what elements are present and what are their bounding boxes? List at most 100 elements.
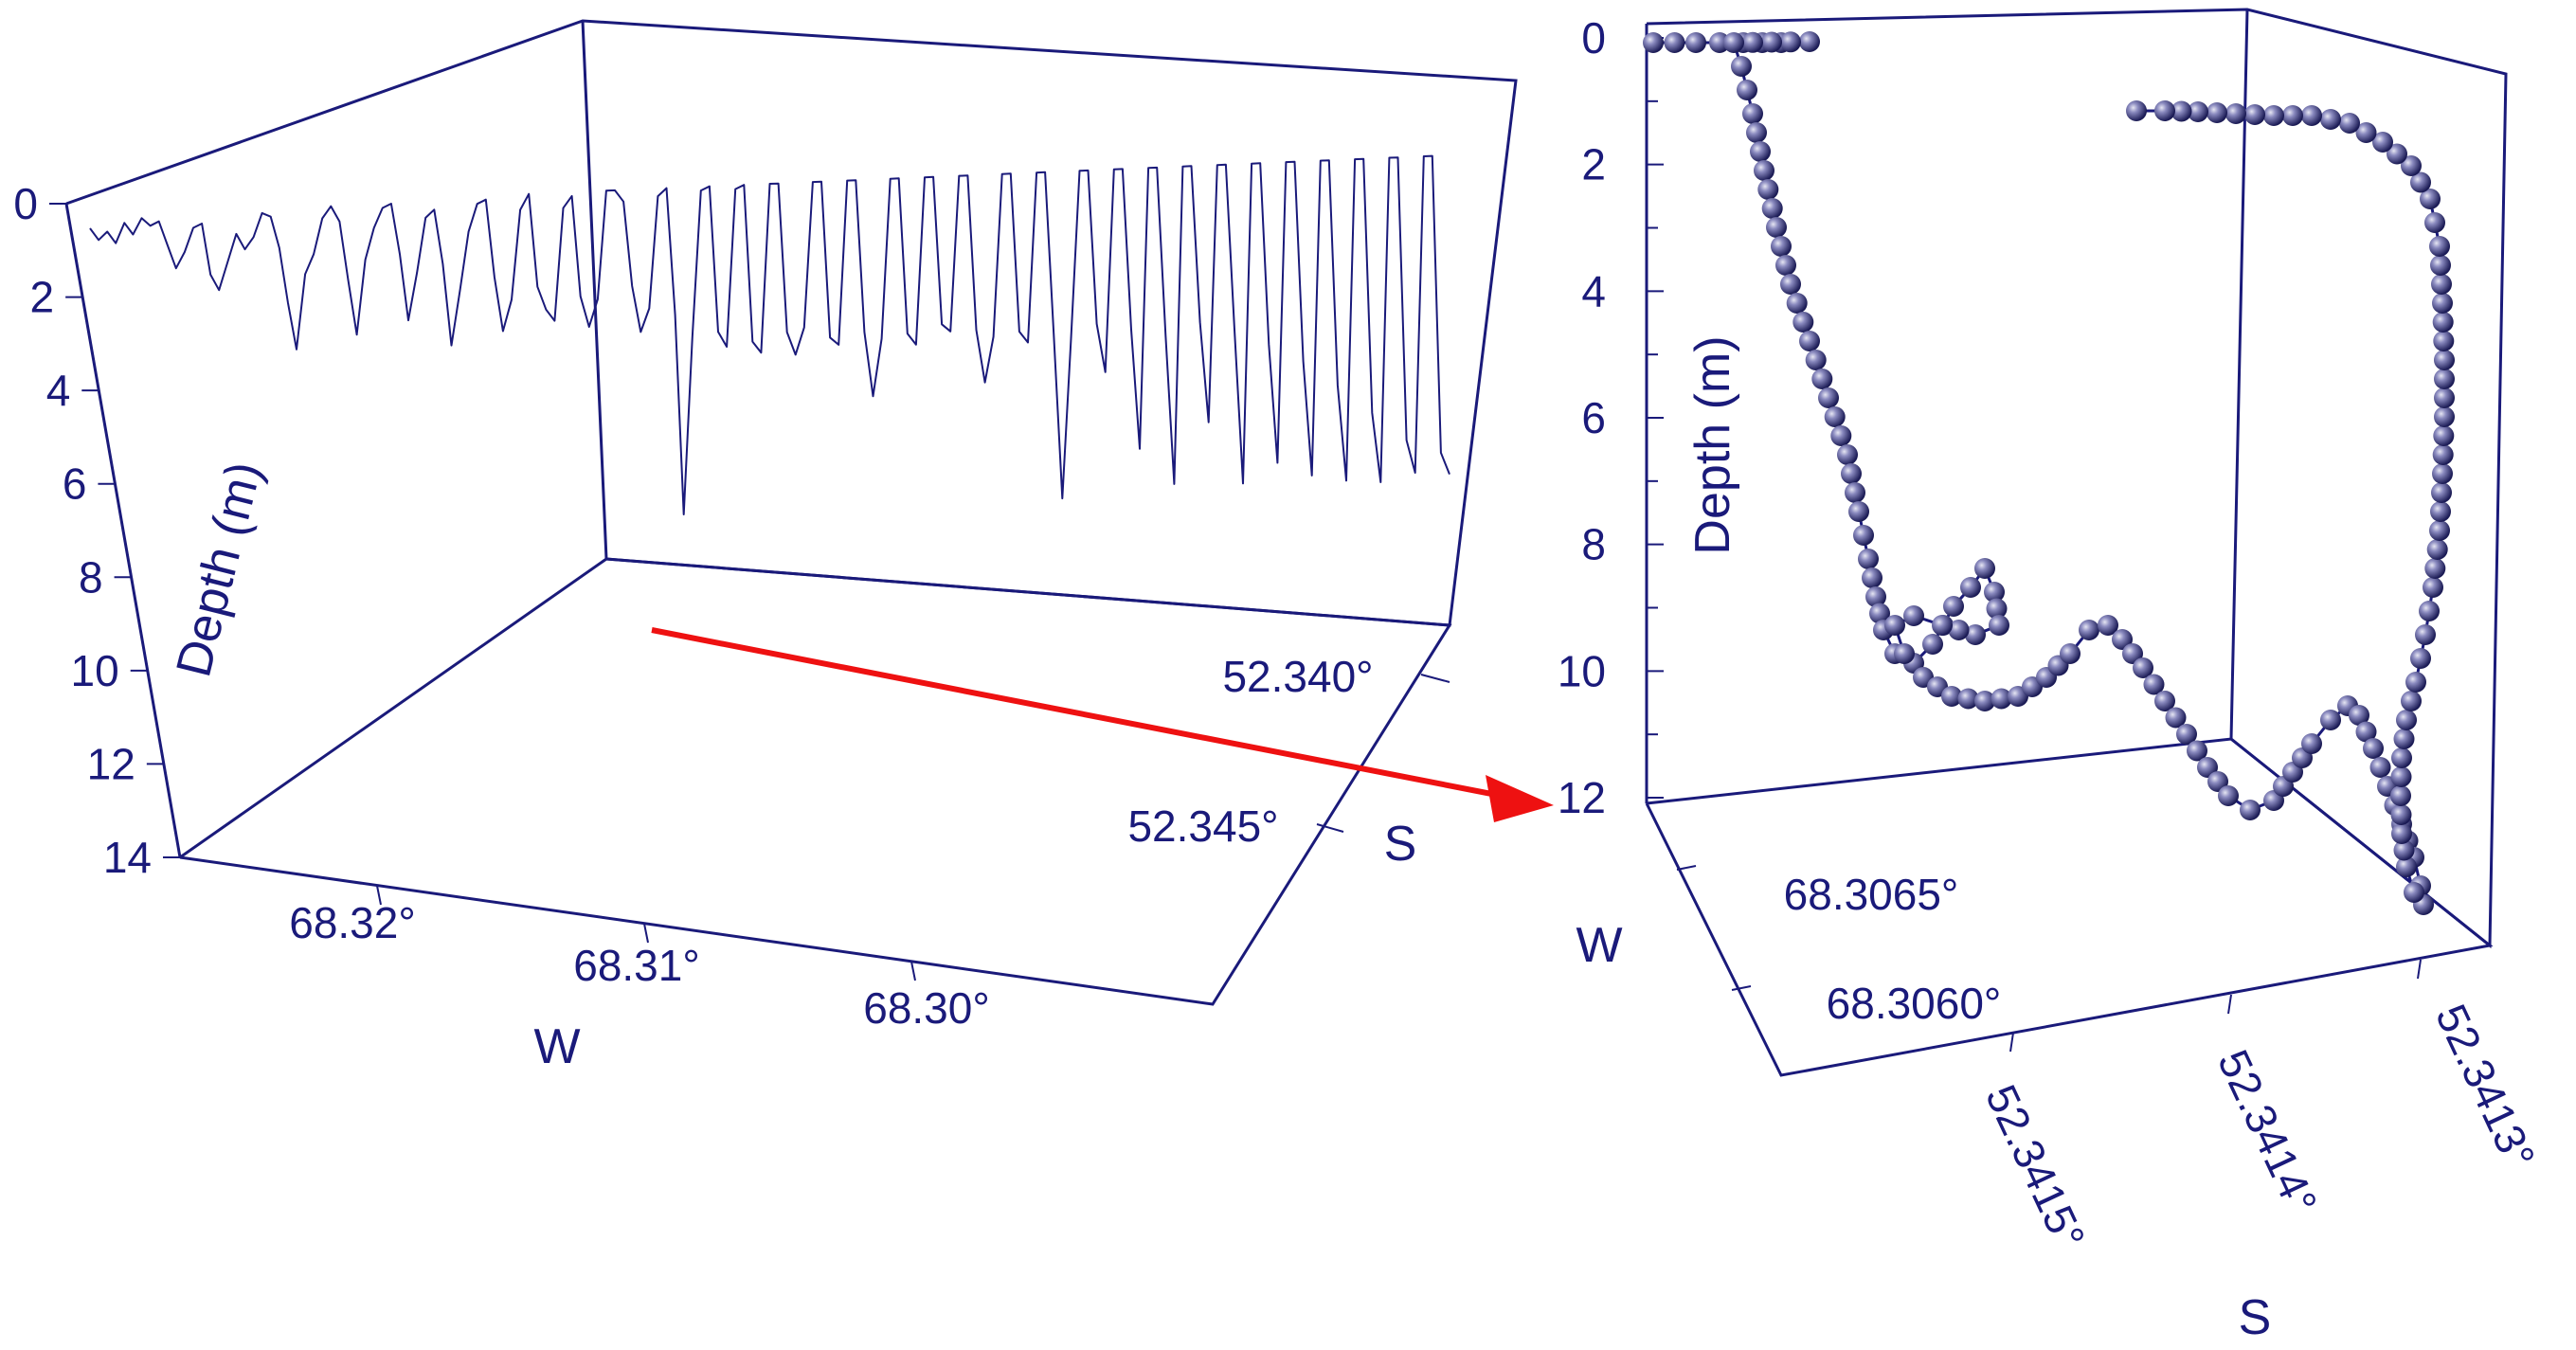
arrow-head xyxy=(1486,775,1554,822)
trajectory-marker xyxy=(1786,293,1808,314)
trajectory-marker xyxy=(1960,577,1981,598)
trajectory-marker xyxy=(2426,539,2448,560)
trajectory-marker xyxy=(2429,520,2450,541)
trajectory-marker xyxy=(1805,350,1827,370)
trajectory-marker xyxy=(1664,32,1685,53)
trajectory-marker xyxy=(2401,691,2422,711)
left-y-tick-label: 6 xyxy=(63,459,87,509)
trajectory-marker xyxy=(2404,882,2424,903)
trajectory-marker xyxy=(1991,688,2012,710)
left-x-tick-label: 68.31° xyxy=(573,941,700,990)
left-z-tick-mark xyxy=(1316,823,1344,833)
trajectory-marker xyxy=(2432,293,2453,314)
trajectory-marker xyxy=(2432,463,2453,484)
trajectory-marker xyxy=(2391,747,2412,768)
right-z-tick-label: 52.3414° xyxy=(2208,1042,2327,1221)
trajectory-marker xyxy=(1989,615,2009,636)
trajectory-marker xyxy=(2390,804,2412,825)
trajectory-marker xyxy=(2187,740,2207,762)
right-x-axis-title: W xyxy=(1576,918,1622,973)
trajectory-marker xyxy=(1643,32,1664,53)
trajectory-marker xyxy=(2263,105,2284,126)
trajectory-marker xyxy=(2133,657,2153,678)
trajectory-marker xyxy=(2393,839,2415,861)
left-y-tick-label: 10 xyxy=(71,646,119,695)
trajectory-marker xyxy=(2405,672,2426,693)
trajectory-marker xyxy=(2349,705,2369,726)
trajectory-marker xyxy=(1858,549,1879,569)
trajectory-marker xyxy=(2430,501,2451,522)
trajectory-marker xyxy=(2207,102,2227,123)
left-z-tick-label: 52.345° xyxy=(1127,801,1278,851)
trajectory-marker xyxy=(2188,101,2208,122)
trajectory-marker xyxy=(1974,558,1995,579)
trajectory-marker xyxy=(1723,32,1744,53)
connector-arrow xyxy=(651,627,1554,822)
trajectory-marker xyxy=(2433,331,2455,351)
left-y-tick-label: 0 xyxy=(13,179,38,228)
trajectory-marker xyxy=(2301,105,2322,126)
trajectory-marker xyxy=(2320,710,2341,730)
trajectory-marker xyxy=(2429,236,2450,257)
trajectory-marker xyxy=(2434,387,2455,408)
trajectory-marker xyxy=(2390,766,2412,787)
trajectory-markers xyxy=(1643,31,2455,915)
trajectory-marker xyxy=(1824,406,1846,427)
left-x-axis-title: W xyxy=(533,1019,580,1074)
trajectory-marker xyxy=(1750,141,1771,162)
trajectory-marker xyxy=(1775,255,1796,276)
trajectory-marker xyxy=(2176,724,2197,745)
trajectory-marker xyxy=(1737,80,1757,100)
trajectory-marker xyxy=(2419,601,2440,621)
trajectory-marker xyxy=(2143,674,2165,695)
chart-right: 0 2 4 6 8 10 12 Depth (m) W S 68.3065° 68.3060… xyxy=(1558,8,2545,1345)
trajectory-marker xyxy=(2355,122,2377,143)
trajectory-marker xyxy=(2369,757,2391,778)
left-z-tick-label: 52.340° xyxy=(1222,652,1373,701)
trajectory-marker xyxy=(2171,100,2192,122)
trajectory-marker xyxy=(2372,132,2393,153)
trajectory-marker xyxy=(1865,586,1886,607)
trajectory-marker xyxy=(2154,691,2175,711)
trajectory-marker xyxy=(2415,624,2436,645)
trajectory-marker xyxy=(1754,160,1774,181)
trajectory-marker xyxy=(1742,31,1763,53)
right-z-tick-mark xyxy=(2009,1032,2014,1053)
trajectory-marker xyxy=(2432,444,2454,465)
left-z-axis-title: S xyxy=(1384,817,1417,872)
trajectory-marker xyxy=(2165,707,2187,729)
trajectory-marker xyxy=(1780,31,1801,53)
left-y-axis-title: Depth (m) xyxy=(166,457,272,682)
trajectory-marker xyxy=(1830,425,1852,446)
trajectory-marker xyxy=(2410,171,2431,193)
left-x-tick-mark xyxy=(376,885,382,906)
trajectory-marker xyxy=(2434,350,2455,370)
trajectory-marker xyxy=(1845,482,1865,503)
trajectory-marker xyxy=(1848,501,1869,522)
trajectory-marker xyxy=(1932,615,1953,636)
trajectory-marker xyxy=(1948,620,1970,640)
trajectory-marker xyxy=(1757,179,1779,200)
right-y-axis-title: Depth (m) xyxy=(1685,335,1740,554)
trajectory-marker xyxy=(2218,785,2239,806)
trajectory-marker xyxy=(1903,605,1924,626)
right-y-ticks: 0 2 4 6 8 10 12 xyxy=(1558,13,1664,822)
trajectory-marker xyxy=(2098,615,2118,636)
trajectory-marker xyxy=(1818,387,1839,408)
right-y-tick-label: 0 xyxy=(1581,13,1606,63)
right-x-tick-mark xyxy=(1731,985,1752,991)
left-back-wall xyxy=(65,19,1518,627)
trajectory-marker xyxy=(1780,274,1801,295)
trajectory-marker xyxy=(1894,643,1915,664)
trajectory-marker xyxy=(1837,444,1858,465)
arrow-shaft xyxy=(651,627,1512,801)
left-y-tick-label: 4 xyxy=(46,366,71,415)
trajectory-marker xyxy=(2301,733,2322,754)
trajectory-marker xyxy=(1799,331,1820,351)
trajectory-marker xyxy=(2401,155,2422,176)
trajectory-marker xyxy=(2430,255,2451,276)
trajectory-marker xyxy=(1965,624,1986,645)
trajectory-marker xyxy=(1742,103,1763,124)
left-y-ticks: 0 2 4 6 8 10 12 14 xyxy=(13,179,180,882)
